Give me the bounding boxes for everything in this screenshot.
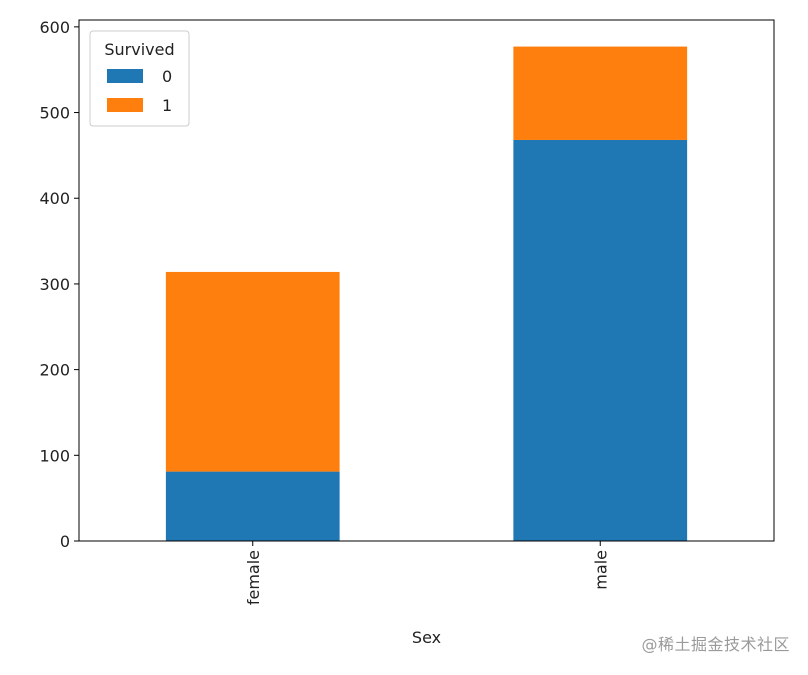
y-tick-label: 300 — [39, 275, 70, 294]
y-tick-label: 500 — [39, 104, 70, 123]
plot-frame — [78, 19, 775, 542]
y-tick-label: 400 — [39, 189, 70, 208]
y-axis-ticks: 0 100 200 300 400 500 600 — [39, 18, 79, 551]
y-tick-label: 200 — [39, 361, 70, 380]
bar-male-survived-1 — [513, 46, 688, 140]
x-axis-ticks: female male — [244, 541, 610, 605]
bar-male-survived-0 — [513, 139, 688, 541]
y-tick-label: 600 — [39, 18, 70, 37]
bar-female-survived-0 — [165, 471, 340, 541]
legend-label-1: 1 — [162, 96, 172, 115]
x-tick-label-male: male — [591, 550, 610, 590]
y-tick-label: 0 — [60, 532, 70, 551]
x-tick-label-female: female — [244, 550, 263, 605]
bar-female-survived-1 — [165, 271, 340, 472]
legend-swatch-1 — [107, 98, 143, 112]
legend-title: Survived — [104, 40, 174, 59]
watermark: @稀土掘金技术社区 — [641, 635, 790, 654]
bars-group — [165, 46, 688, 541]
y-tick-label: 100 — [39, 446, 70, 465]
legend: Survived 0 1 — [89, 30, 190, 127]
legend-swatch-0 — [107, 69, 143, 83]
legend-label-0: 0 — [162, 67, 172, 86]
x-axis-label: Sex — [412, 628, 441, 647]
